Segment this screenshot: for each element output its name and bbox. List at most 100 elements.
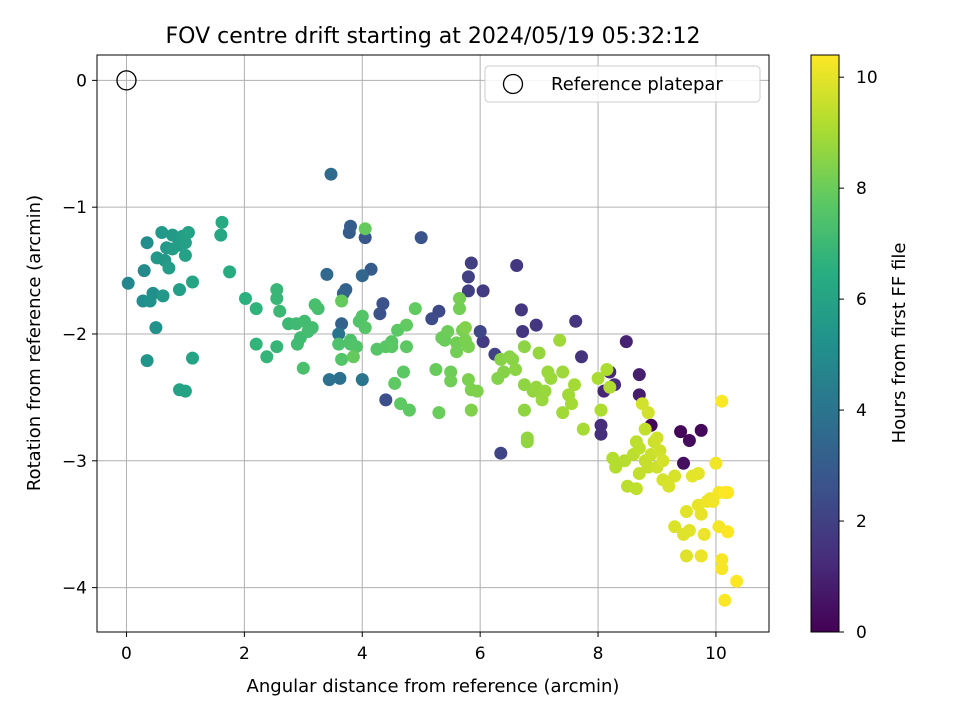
data-point xyxy=(506,352,520,366)
data-point xyxy=(324,167,338,181)
data-point xyxy=(709,456,723,470)
x-tick-label: 10 xyxy=(705,644,727,664)
colorbar-tick-label: 6 xyxy=(856,290,867,310)
data-point xyxy=(373,307,387,321)
y-tick-label: −2 xyxy=(62,325,87,345)
data-point xyxy=(355,309,369,323)
data-point xyxy=(603,380,617,394)
data-point xyxy=(346,350,360,364)
data-point xyxy=(121,276,135,290)
data-point xyxy=(674,425,688,439)
data-point xyxy=(308,298,322,312)
data-point xyxy=(453,302,466,316)
data-point xyxy=(214,228,228,242)
data-point xyxy=(335,294,349,308)
data-point xyxy=(461,340,475,354)
data-point xyxy=(332,327,346,341)
data-point xyxy=(715,562,729,576)
x-tick-label: 8 xyxy=(593,644,604,664)
grid-lines xyxy=(97,55,769,632)
data-point xyxy=(376,297,390,311)
data-point xyxy=(332,337,346,351)
data-point xyxy=(335,352,349,366)
data-point xyxy=(576,422,590,436)
data-point xyxy=(322,373,336,387)
data-point xyxy=(509,363,522,376)
x-tick-label: 0 xyxy=(121,644,132,664)
y-tick-label: 0 xyxy=(76,71,87,91)
data-point xyxy=(429,363,443,376)
reference-point-marker xyxy=(116,70,137,91)
data-point xyxy=(458,321,472,335)
data-point xyxy=(173,283,186,297)
data-point xyxy=(355,373,369,387)
data-point xyxy=(178,384,192,398)
data-point xyxy=(400,340,413,354)
data-point xyxy=(355,269,369,283)
data-point xyxy=(600,363,614,376)
data-point xyxy=(143,294,157,308)
data-point xyxy=(344,219,357,233)
data-point xyxy=(397,365,410,379)
data-point xyxy=(569,314,583,328)
data-point xyxy=(529,318,543,332)
legend-entry-reference: Reference platepar xyxy=(551,74,723,95)
data-point xyxy=(538,384,552,398)
data-point xyxy=(715,394,729,408)
data-point xyxy=(388,376,402,390)
data-point xyxy=(444,374,458,388)
data-point xyxy=(414,231,428,245)
data-point xyxy=(514,303,528,317)
data-point xyxy=(594,418,608,432)
data-point xyxy=(270,340,284,354)
data-point xyxy=(166,228,179,242)
data-point xyxy=(721,486,735,499)
data-point xyxy=(461,270,475,284)
data-point xyxy=(565,397,578,411)
data-point xyxy=(444,365,458,379)
data-point xyxy=(619,335,633,349)
plot-frame xyxy=(96,54,770,633)
data-point xyxy=(476,284,490,298)
data-point xyxy=(461,373,475,387)
data-point xyxy=(532,346,546,360)
data-point xyxy=(432,406,446,420)
legend: Reference platepar xyxy=(484,65,761,103)
x-tick-label: 4 xyxy=(357,644,368,664)
data-point xyxy=(677,456,690,470)
data-point xyxy=(638,422,652,436)
y-tick-label: −4 xyxy=(62,579,87,599)
legend-box xyxy=(484,65,761,103)
data-point xyxy=(650,431,664,445)
data-point xyxy=(155,226,169,239)
data-point xyxy=(270,292,284,305)
y-tick-label: −3 xyxy=(62,452,87,472)
data-point xyxy=(320,267,334,281)
data-point xyxy=(694,423,708,437)
data-point xyxy=(497,365,511,379)
data-point xyxy=(149,321,163,335)
x-tick-label: 6 xyxy=(475,644,486,664)
legend-marker-icon xyxy=(502,73,524,95)
x-axis-ticks: 0 2 4 6 8 10 xyxy=(121,632,727,664)
data-point xyxy=(680,505,693,518)
data-point xyxy=(544,371,558,385)
data-point xyxy=(635,397,649,411)
colorbar-tick-label: 2 xyxy=(856,512,867,532)
data-point xyxy=(730,574,744,588)
data-point xyxy=(520,431,534,445)
colorbar-ticks: 0 2 4 6 8 10 xyxy=(839,68,878,643)
data-point xyxy=(333,371,347,385)
data-point xyxy=(517,403,531,417)
data-point xyxy=(186,351,199,365)
data-point xyxy=(358,321,372,335)
colorbar-tick-label: 8 xyxy=(856,179,867,199)
colorbar-tick-label: 4 xyxy=(856,401,867,421)
data-point xyxy=(510,259,524,272)
data-point xyxy=(575,350,588,364)
data-point xyxy=(239,292,252,305)
colorbar-label: Hours from first FF file xyxy=(889,243,910,444)
data-point xyxy=(461,284,475,298)
